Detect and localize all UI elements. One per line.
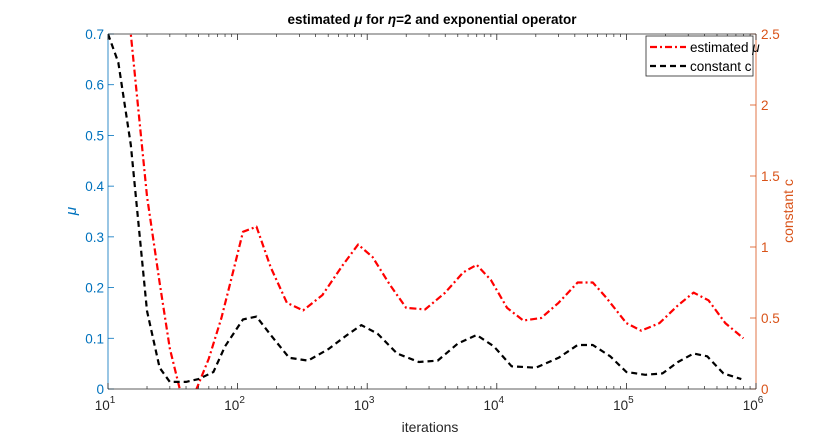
right-y-tick-label: 2 (761, 98, 769, 113)
left-y-tick-label: 0.6 (85, 78, 104, 93)
right-y-axis: 0 0.5 1 1.5 2 2.5 (750, 27, 780, 397)
left-y-tick-label: 0.4 (85, 179, 104, 194)
x-tick-label: 103 (354, 395, 375, 413)
x-tick-label: 104 (484, 395, 505, 413)
left-y-tick-label: 0 (96, 382, 104, 397)
left-y-tick-label: 0.1 (85, 331, 104, 346)
x-tick-label: 106 (743, 395, 764, 413)
legend-label-estimated-mu: estimated μ (690, 40, 760, 55)
right-y-tick-label: 0 (761, 382, 769, 397)
y-axis-left-label: μ (63, 207, 80, 216)
x-tick-label: 105 (613, 395, 634, 413)
left-y-tick-label: 0.3 (85, 230, 104, 245)
right-y-tick-label: 1 (761, 240, 769, 255)
x-tick-label: 101 (95, 395, 116, 413)
plot-area (108, 34, 756, 389)
y-axis-right-label: constant c (780, 179, 796, 243)
series-line-estimated-mu (129, 34, 745, 389)
legend: estimated μ constant c (645, 35, 760, 77)
series-lines (108, 34, 745, 389)
legend-box (645, 35, 754, 77)
left-y-tick-label: 0.5 (85, 128, 104, 143)
left-y-axis: 0 0.1 0.2 0.3 0.4 0.5 0.6 0.7 (85, 27, 114, 397)
legend-label-constant-c: constant c (690, 59, 752, 74)
x-axis-label: iterations (402, 419, 459, 435)
chart-title: estimated μ for η=2 and exponential oper… (287, 12, 577, 27)
x-tick-label: 102 (224, 395, 245, 413)
left-y-tick-label: 0.7 (85, 27, 104, 42)
right-y-tick-label: 1.5 (761, 169, 780, 184)
right-y-tick-label: 0.5 (761, 311, 780, 326)
left-y-tick-label: 0.2 (85, 281, 104, 296)
x-axis: 101 102 103 104 105 106 (95, 33, 764, 413)
right-y-tick-label: 2.5 (761, 27, 780, 42)
